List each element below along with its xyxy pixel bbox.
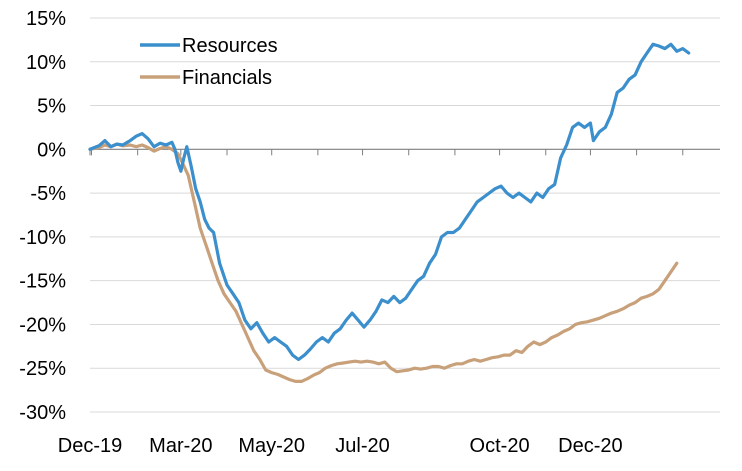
legend-label-financials: Financials (182, 67, 272, 89)
y-axis-tick-labels: 15% 10% 5% 0% -5% -10% -15% -20% -25% -30% (19, 8, 66, 424)
y-tick-label: -20% (19, 314, 66, 336)
series-lines (88, 42, 691, 383)
x-axis: Dec-19 Mar-20 May-20 Jul-20 Oct-20 Dec-20 (58, 149, 684, 457)
legend-label-resources: Resources (182, 35, 278, 57)
y-tick-label: 10% (26, 52, 66, 74)
y-tick-label: -5% (30, 183, 66, 205)
y-tick-label: -25% (19, 358, 66, 380)
y-tick-label: 15% (26, 8, 66, 30)
legend: Resources Financials (140, 35, 278, 89)
x-tick-label: Dec-20 (558, 435, 622, 457)
y-tick-label: 5% (37, 96, 66, 118)
y-tick-label: -30% (19, 402, 66, 424)
x-tick-label: Jul-20 (335, 435, 389, 457)
y-tick-label: -10% (19, 227, 66, 249)
gridlines (90, 17, 720, 413)
series-line-resources (88, 42, 691, 362)
x-tick-label: Mar-20 (149, 435, 212, 457)
x-tick-label: Dec-19 (58, 435, 122, 457)
y-tick-label: -15% (19, 271, 66, 293)
x-tick-label: May-20 (238, 435, 305, 457)
x-tick-label: Oct-20 (470, 435, 530, 457)
series-line-financials (88, 142, 679, 383)
y-tick-label: 0% (37, 139, 66, 161)
